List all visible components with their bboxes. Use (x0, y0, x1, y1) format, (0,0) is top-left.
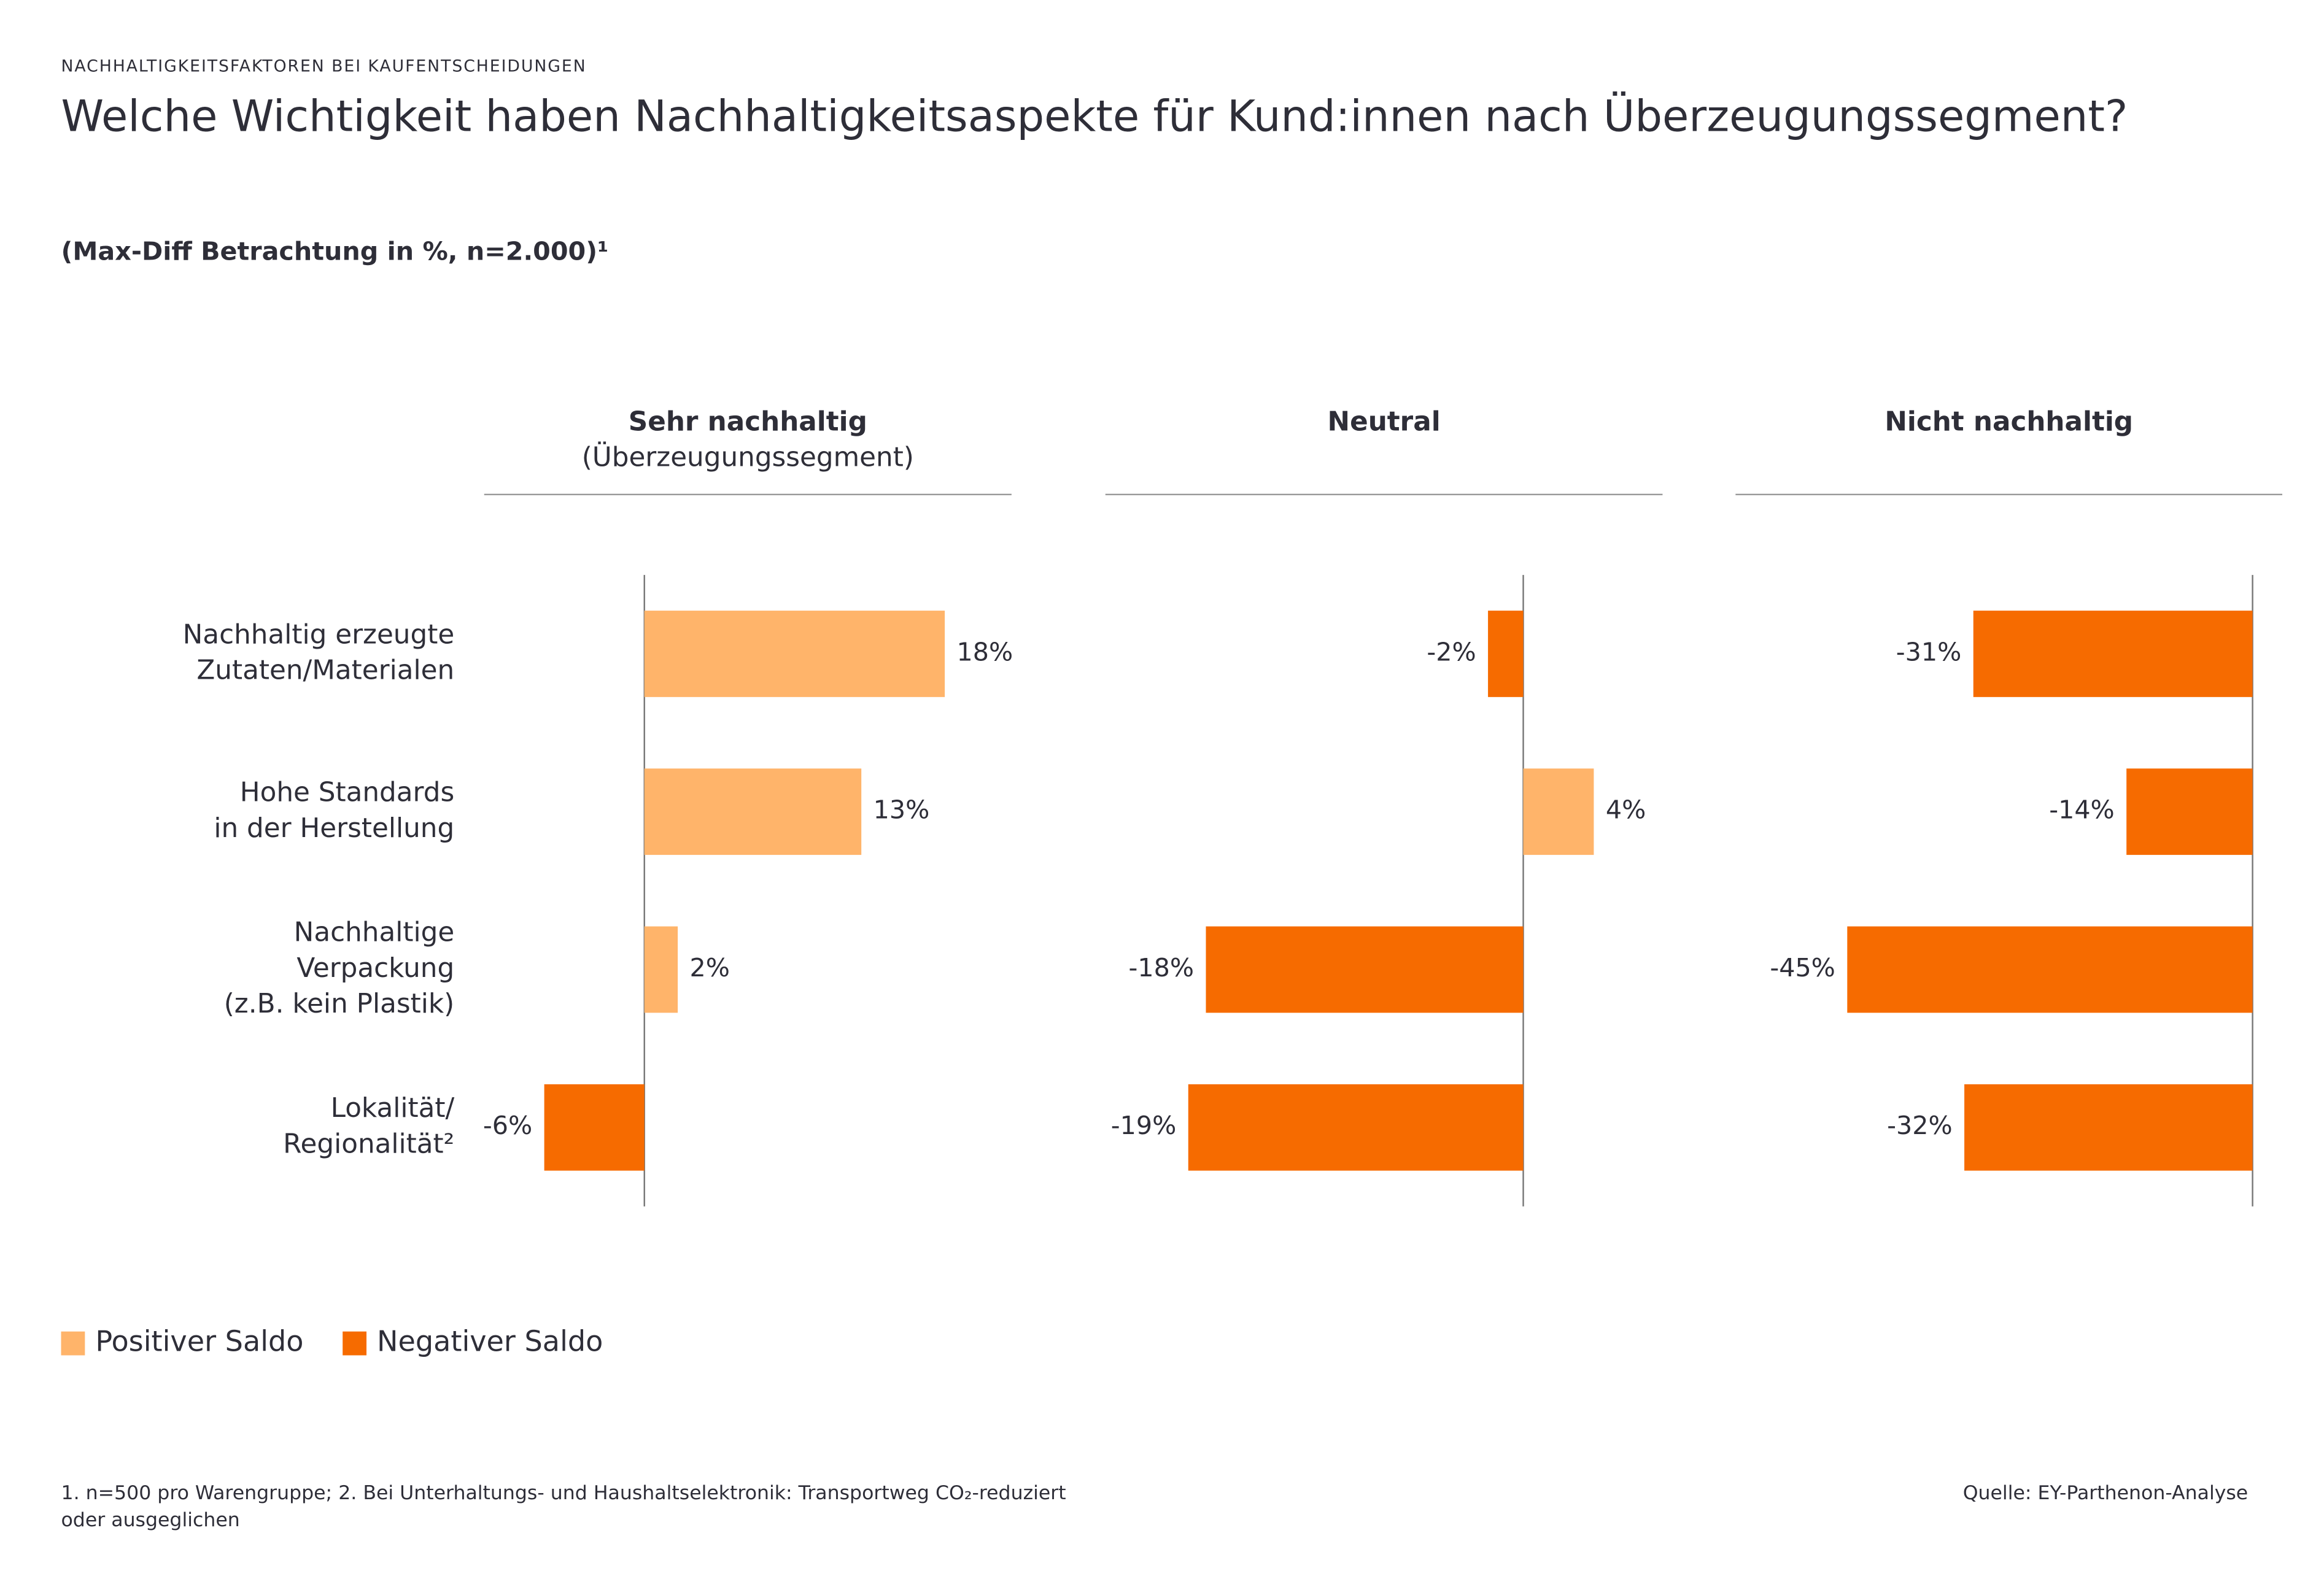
kicker: NACHHALTIGKEITSFAKTOREN BEI KAUFENTSCHEI… (61, 57, 587, 76)
footnote: oder ausgeglichen (61, 1509, 240, 1531)
legend-label: Positiver Saldo (95, 1325, 303, 1358)
value-label: 18% (957, 637, 1013, 666)
legend-label: Negativer Saldo (377, 1325, 603, 1358)
bar (644, 611, 945, 697)
value-label: -31% (1896, 637, 1962, 666)
value-label: -18% (1129, 953, 1195, 982)
bar (2126, 768, 2253, 855)
legend-swatch (61, 1331, 85, 1356)
category-label: Nachhaltige Verpackung (z.B. kein Plastik) (224, 917, 454, 1019)
bar (644, 926, 678, 1013)
value-label: -2% (1427, 637, 1476, 666)
bar (644, 768, 862, 855)
footnote: 1. n=500 pro Warengruppe; 2. Bei Unterha… (61, 1482, 1066, 1504)
value-label: -32% (1887, 1111, 1953, 1140)
bar (1188, 1084, 1524, 1171)
title: Welche Wichtigkeit haben Nachhaltigkeits… (61, 91, 2128, 142)
panel-title: Nicht nachhaltig (1884, 406, 2133, 437)
panel-title: Neutral (1328, 406, 1441, 437)
panel-title: Sehr nachhaltig (629, 406, 867, 437)
value-label: 4% (1606, 795, 1646, 825)
value-label: -6% (483, 1111, 532, 1140)
value-label: 2% (690, 953, 730, 982)
panel-subtitle: (Überzeugungssegment) (582, 441, 914, 473)
bar (1964, 1084, 2253, 1171)
value-label: 13% (873, 795, 930, 825)
value-label: -45% (1770, 953, 1835, 982)
bar (1523, 768, 1594, 855)
category-label: Nachhaltig erzeugte Zutaten/Materialen (183, 619, 455, 685)
subtitle: (Max-Diff Betrachtung in %, n=2.000)¹ (61, 237, 609, 266)
bar (1206, 926, 1524, 1013)
value-label: -14% (2049, 795, 2115, 825)
bar (1973, 611, 2253, 697)
value-label: -19% (1111, 1111, 1177, 1140)
bar (544, 1084, 645, 1171)
bar (1847, 926, 2253, 1013)
bar (1488, 611, 1524, 697)
category-label: Lokalität/Regionalität² (283, 1092, 454, 1159)
source: Quelle: EY-Parthenon-Analyse (1963, 1482, 2248, 1504)
legend-swatch (343, 1331, 367, 1356)
category-label: Hohe Standards in der Herstellung (214, 777, 454, 844)
